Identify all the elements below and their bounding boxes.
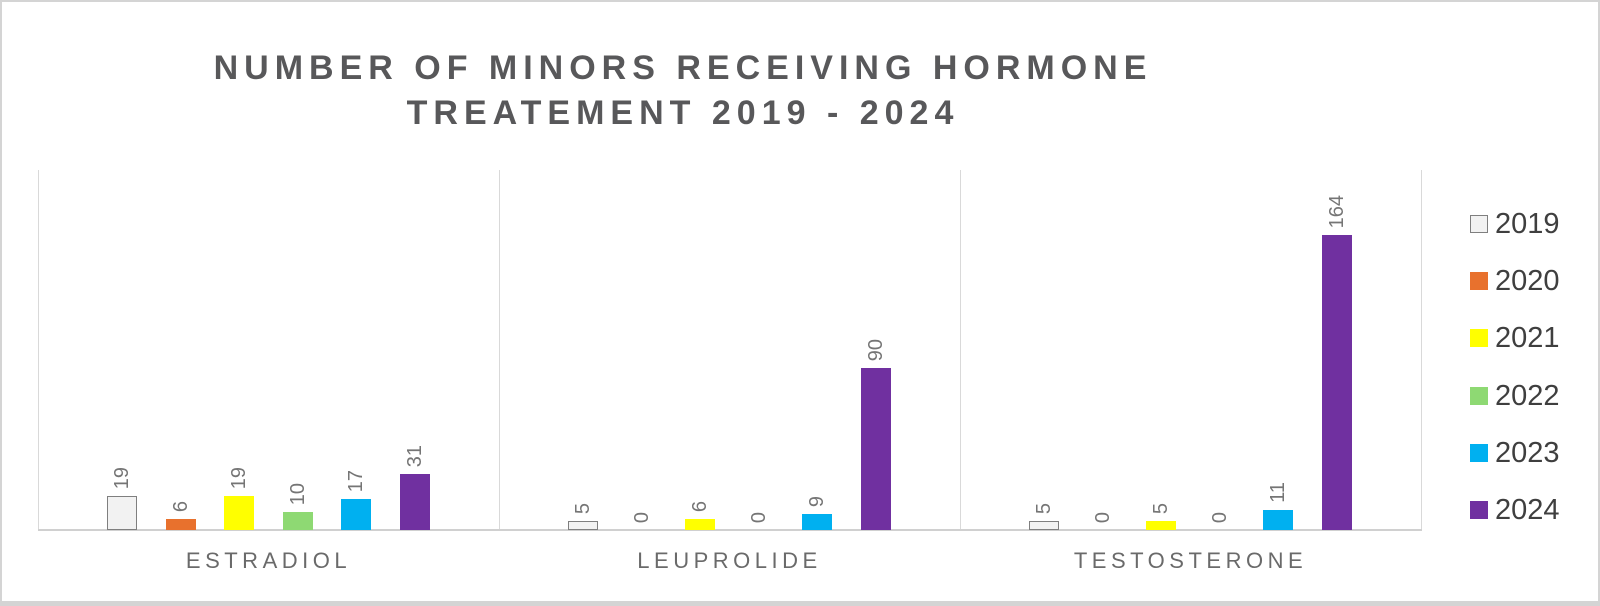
bar-2023-testosterone bbox=[1263, 510, 1294, 530]
legend-item-2021: 2021 bbox=[1470, 323, 1560, 353]
bar-2020-estradiol bbox=[165, 519, 196, 530]
legend-label-2020: 2020 bbox=[1495, 265, 1560, 298]
x-axis-baseline bbox=[38, 529, 1422, 531]
bar-value-label: 10 bbox=[286, 482, 309, 505]
legend-swatch-2019 bbox=[1470, 215, 1488, 233]
category-label-estradiol: ESTRADIOL bbox=[185, 548, 352, 573]
bar-value-label: 164 bbox=[1326, 194, 1348, 228]
legend-swatch-2023 bbox=[1470, 443, 1488, 462]
legend-label-2023: 2023 bbox=[1495, 436, 1560, 469]
bar-2019-testosterone bbox=[1029, 521, 1059, 530]
legend-item-2024: 2024 bbox=[1470, 495, 1560, 525]
legend-label-2024: 2024 bbox=[1495, 494, 1560, 526]
bar-2024-leuprolide bbox=[861, 368, 891, 530]
bar-value-label: 6 bbox=[689, 500, 712, 512]
bar-value-label: 5 bbox=[1033, 502, 1055, 514]
bar-2024-estradiol bbox=[400, 474, 430, 530]
bar-2019-leuprolide bbox=[568, 521, 598, 530]
bar-value-label: 9 bbox=[806, 495, 829, 507]
bar-value-label: 19 bbox=[111, 466, 133, 489]
legend-swatch-2022 bbox=[1470, 386, 1488, 405]
legend-item-2022: 2022 bbox=[1470, 381, 1560, 411]
bar-value-label: 6 bbox=[169, 500, 192, 512]
category-label-leuprolide: LEUPROLIDE bbox=[637, 548, 822, 573]
legend-item-2023: 2023 bbox=[1470, 438, 1560, 468]
chart-title: NUMBER OF MINORS RECEIVING HORMONE TREAT… bbox=[2, 46, 1364, 136]
bar-value-label: 5 bbox=[1150, 502, 1173, 514]
bar-2021-leuprolide bbox=[685, 519, 716, 530]
panel-axis-line bbox=[499, 170, 500, 530]
legend-label-2021: 2021 bbox=[1495, 322, 1560, 355]
legend-label-2022: 2022 bbox=[1495, 379, 1560, 412]
bar-2024-testosterone bbox=[1322, 235, 1352, 530]
bar-value-label: 0 bbox=[747, 511, 770, 523]
category-label-testosterone: TESTOSTERONE bbox=[1073, 548, 1308, 573]
chart-title-line-1: NUMBER OF MINORS RECEIVING HORMONE bbox=[213, 49, 1153, 87]
bar-value-label: 0 bbox=[630, 511, 653, 523]
bar-2023-leuprolide bbox=[802, 514, 833, 530]
legend-swatch-2021 bbox=[1470, 329, 1488, 348]
bar-value-label: 5 bbox=[572, 502, 594, 514]
legend-swatch-2020 bbox=[1470, 272, 1488, 291]
panel-axis-line bbox=[960, 170, 961, 530]
panel-axis-line bbox=[38, 170, 39, 530]
bar-2023-estradiol bbox=[341, 499, 372, 530]
legend-item-2020: 2020 bbox=[1470, 266, 1560, 296]
panel-axis-line bbox=[1421, 170, 1422, 530]
bar-value-label: 90 bbox=[865, 338, 887, 361]
bar-value-label: 0 bbox=[1208, 511, 1231, 523]
bar-2019-estradiol bbox=[107, 496, 137, 530]
bar-value-label: 0 bbox=[1091, 511, 1114, 523]
chart-title-line-2: TREATEMENT 2019 - 2024 bbox=[406, 94, 960, 132]
bar-value-label: 31 bbox=[404, 444, 426, 467]
legend-swatch-2024 bbox=[1470, 501, 1488, 519]
bar-2021-testosterone bbox=[1146, 521, 1177, 530]
bar-2022-estradiol bbox=[282, 512, 313, 530]
bar-2021-estradiol bbox=[224, 496, 255, 530]
bar-value-label: 19 bbox=[228, 466, 251, 489]
bar-value-label: 17 bbox=[345, 469, 368, 492]
legend-item-2019: 2019 bbox=[1470, 209, 1560, 239]
bar-value-label: 11 bbox=[1267, 482, 1290, 503]
legend-label-2019: 2019 bbox=[1495, 208, 1560, 240]
